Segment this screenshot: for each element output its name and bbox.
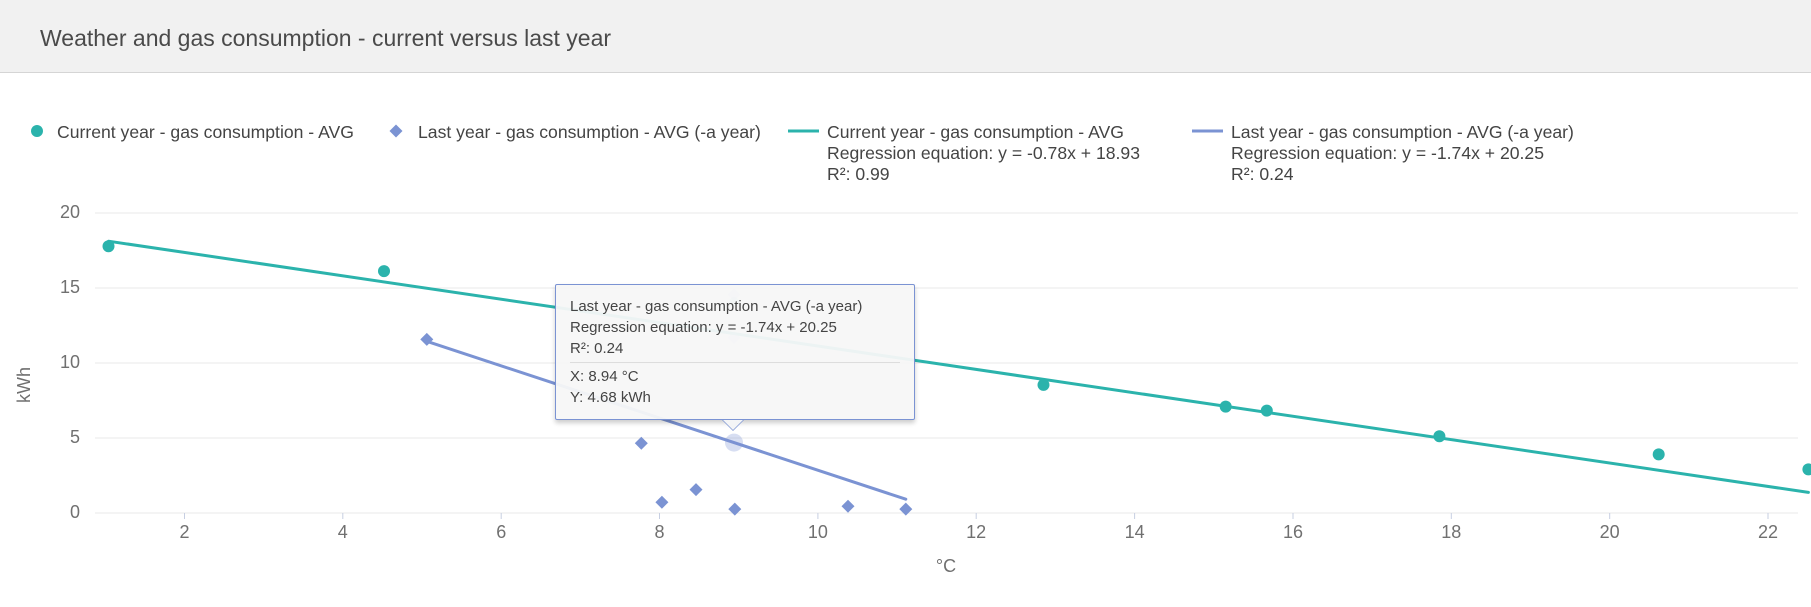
- svg-text:kWh: kWh: [14, 367, 34, 403]
- svg-text:8: 8: [654, 522, 664, 542]
- svg-text:12: 12: [966, 522, 986, 542]
- svg-text:0: 0: [70, 502, 80, 522]
- svg-text:4: 4: [338, 522, 348, 542]
- svg-text:20: 20: [60, 202, 80, 222]
- svg-text:14: 14: [1125, 522, 1145, 542]
- svg-text:22: 22: [1758, 522, 1778, 542]
- svg-text:20: 20: [1600, 522, 1620, 542]
- svg-text:5: 5: [70, 427, 80, 447]
- svg-text:15: 15: [60, 277, 80, 297]
- svg-text:16: 16: [1283, 522, 1303, 542]
- svg-text:2: 2: [179, 522, 189, 542]
- svg-text:10: 10: [808, 522, 828, 542]
- svg-text:6: 6: [496, 522, 506, 542]
- svg-text:°C: °C: [936, 556, 956, 576]
- svg-text:18: 18: [1441, 522, 1461, 542]
- svg-text:10: 10: [60, 352, 80, 372]
